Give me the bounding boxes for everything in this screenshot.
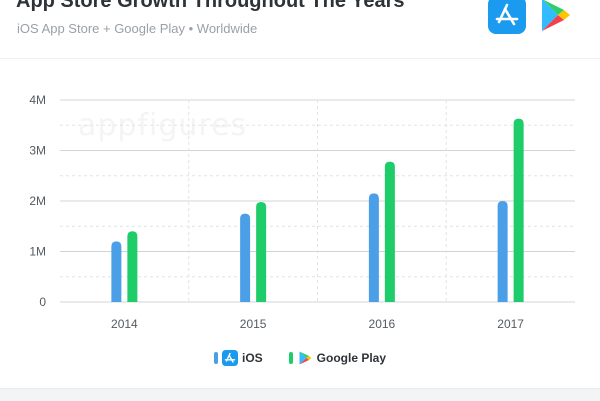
bar-ios-2016: [368, 193, 379, 302]
y-tick-label: 4M: [29, 93, 46, 107]
legend-label-google-play: Google Play: [316, 351, 387, 365]
bar-google-play-2014: [127, 231, 138, 302]
x-tick-label: 2017: [497, 317, 524, 331]
app-store-icon: [488, 0, 526, 34]
bar-google-play-2015: [256, 202, 267, 302]
bar-google-play-2017: [513, 118, 524, 302]
legend-item-google-play[interactable]: Google Play: [288, 350, 387, 366]
y-tick-label: 2M: [29, 194, 46, 208]
x-tick-label: 2014: [111, 317, 138, 331]
footer-bar: [0, 388, 600, 401]
google-play-icon: [542, 0, 570, 31]
app-store-icon: [221, 350, 238, 366]
google-play-icon: [299, 351, 312, 365]
y-tick-label: 0: [39, 295, 46, 309]
legend-item-ios[interactable]: iOS: [213, 350, 263, 366]
header-divider: [0, 58, 600, 59]
chart-subtitle: iOS App Store + Google Play • Worldwide: [17, 21, 258, 36]
chart-title: App Store Growth Throughout The Years: [16, 0, 405, 12]
bar-google-play-2016: [384, 161, 395, 302]
legend-swatch-ios: [213, 352, 218, 364]
chart-header: App Store Growth Throughout The Years iO…: [0, 0, 600, 60]
chart-legend: iOS Google Play: [0, 346, 600, 370]
legend-swatch-google-play: [288, 352, 293, 364]
bar-chart: 0 1M 2M 3M 4M 2014 2015 2016 2017: [29, 93, 575, 331]
bar-ios-2017: [497, 201, 508, 302]
bar-ios-2014: [111, 241, 122, 302]
x-tick-label: 2015: [240, 317, 267, 331]
y-tick-label: 1M: [29, 245, 46, 259]
y-tick-label: 3M: [29, 144, 46, 158]
x-tick-label: 2016: [369, 317, 396, 331]
legend-label-ios: iOS: [241, 351, 263, 365]
bar-ios-2015: [240, 213, 251, 302]
